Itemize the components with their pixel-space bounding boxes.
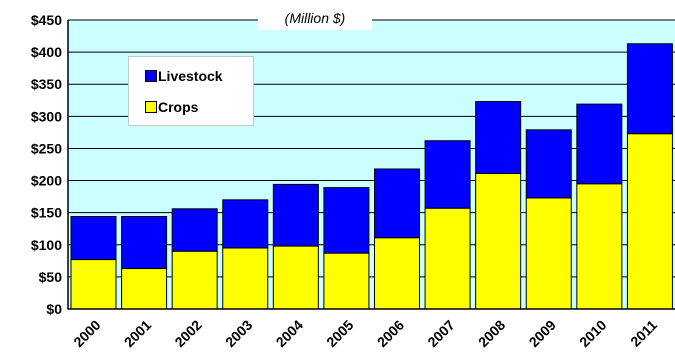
x-tick-label: 2003: [222, 317, 255, 350]
y-tick-labels: $0 $50 $100 $150 $200 $250 $300 $350 $400 $450: [31, 12, 62, 317]
y-tick-label: $100: [31, 237, 62, 253]
legend-swatch-livestock: [145, 70, 157, 82]
x-tick-label: 2009: [526, 317, 559, 350]
x-tick-label: 2002: [171, 317, 204, 350]
bar-livestock-2003: [222, 199, 269, 249]
y-tick-label: $0: [46, 301, 62, 317]
x-tick-label: 2008: [475, 317, 508, 350]
x-tick-label: 2005: [323, 317, 356, 350]
bar-crops-2008: [475, 172, 522, 310]
y-tick-label: $450: [31, 12, 62, 28]
y-tick-label: $250: [31, 140, 62, 156]
bar-crops-2003: [222, 247, 269, 310]
bar-livestock-2005: [323, 187, 370, 254]
bar-crops-2010: [576, 183, 623, 310]
legend-item-crops: Crops: [145, 97, 198, 117]
x-tick-label: 2007: [424, 317, 457, 350]
bar-livestock-2004: [272, 183, 319, 247]
bar-livestock-2008: [475, 101, 522, 174]
legend-item-livestock: Livestock: [145, 66, 223, 86]
bar-crops-2002: [171, 250, 218, 310]
bar-crops-2001: [121, 268, 168, 310]
legend: Livestock Crops: [128, 56, 254, 126]
y-tick-label: $400: [31, 44, 62, 60]
bar-livestock-2000: [70, 216, 117, 261]
bar-livestock-2011: [626, 43, 673, 135]
bar-crops-2007: [424, 207, 471, 310]
x-tick-label: 2001: [121, 317, 154, 350]
legend-swatch-crops: [145, 101, 157, 113]
x-tick-label: 2000: [70, 317, 103, 350]
legend-label-livestock: Livestock: [158, 68, 223, 84]
bar-livestock-2006: [374, 168, 420, 239]
bar-crops-2006: [374, 237, 420, 310]
axes: [67, 20, 675, 310]
y-tick-label: $150: [31, 205, 62, 221]
y-tick-label: $50: [39, 269, 63, 285]
x-tick-label: 2010: [576, 317, 609, 350]
bar-crops-2011: [626, 133, 673, 310]
x-tick-labels: 2000 2001 2002 2003 2004 2005 2006 2007 2008 2009…: [70, 317, 660, 350]
bar-crops-2004: [272, 245, 319, 310]
chart-subtitle: (Million $): [258, 6, 372, 30]
y-tick-label: $350: [31, 76, 62, 92]
x-tick-label: 2006: [374, 317, 407, 350]
x-tick-label: 2004: [273, 317, 306, 350]
bar-crops-2005: [323, 252, 370, 310]
y-tick-label: $300: [31, 108, 62, 124]
y-tick-label: $200: [31, 173, 62, 189]
bars: [70, 43, 673, 310]
bar-livestock-2002: [171, 208, 218, 252]
bar-crops-2000: [70, 259, 117, 310]
bar-livestock-2007: [424, 140, 471, 209]
x-tick-label: 2011: [627, 317, 660, 350]
bar-livestock-2009: [525, 129, 572, 199]
gridlines: [68, 19, 675, 278]
legend-label-crops: Crops: [158, 99, 199, 115]
bar-crops-2009: [525, 197, 572, 310]
bar-livestock-2001: [121, 216, 168, 270]
bar-livestock-2010: [576, 103, 623, 185]
